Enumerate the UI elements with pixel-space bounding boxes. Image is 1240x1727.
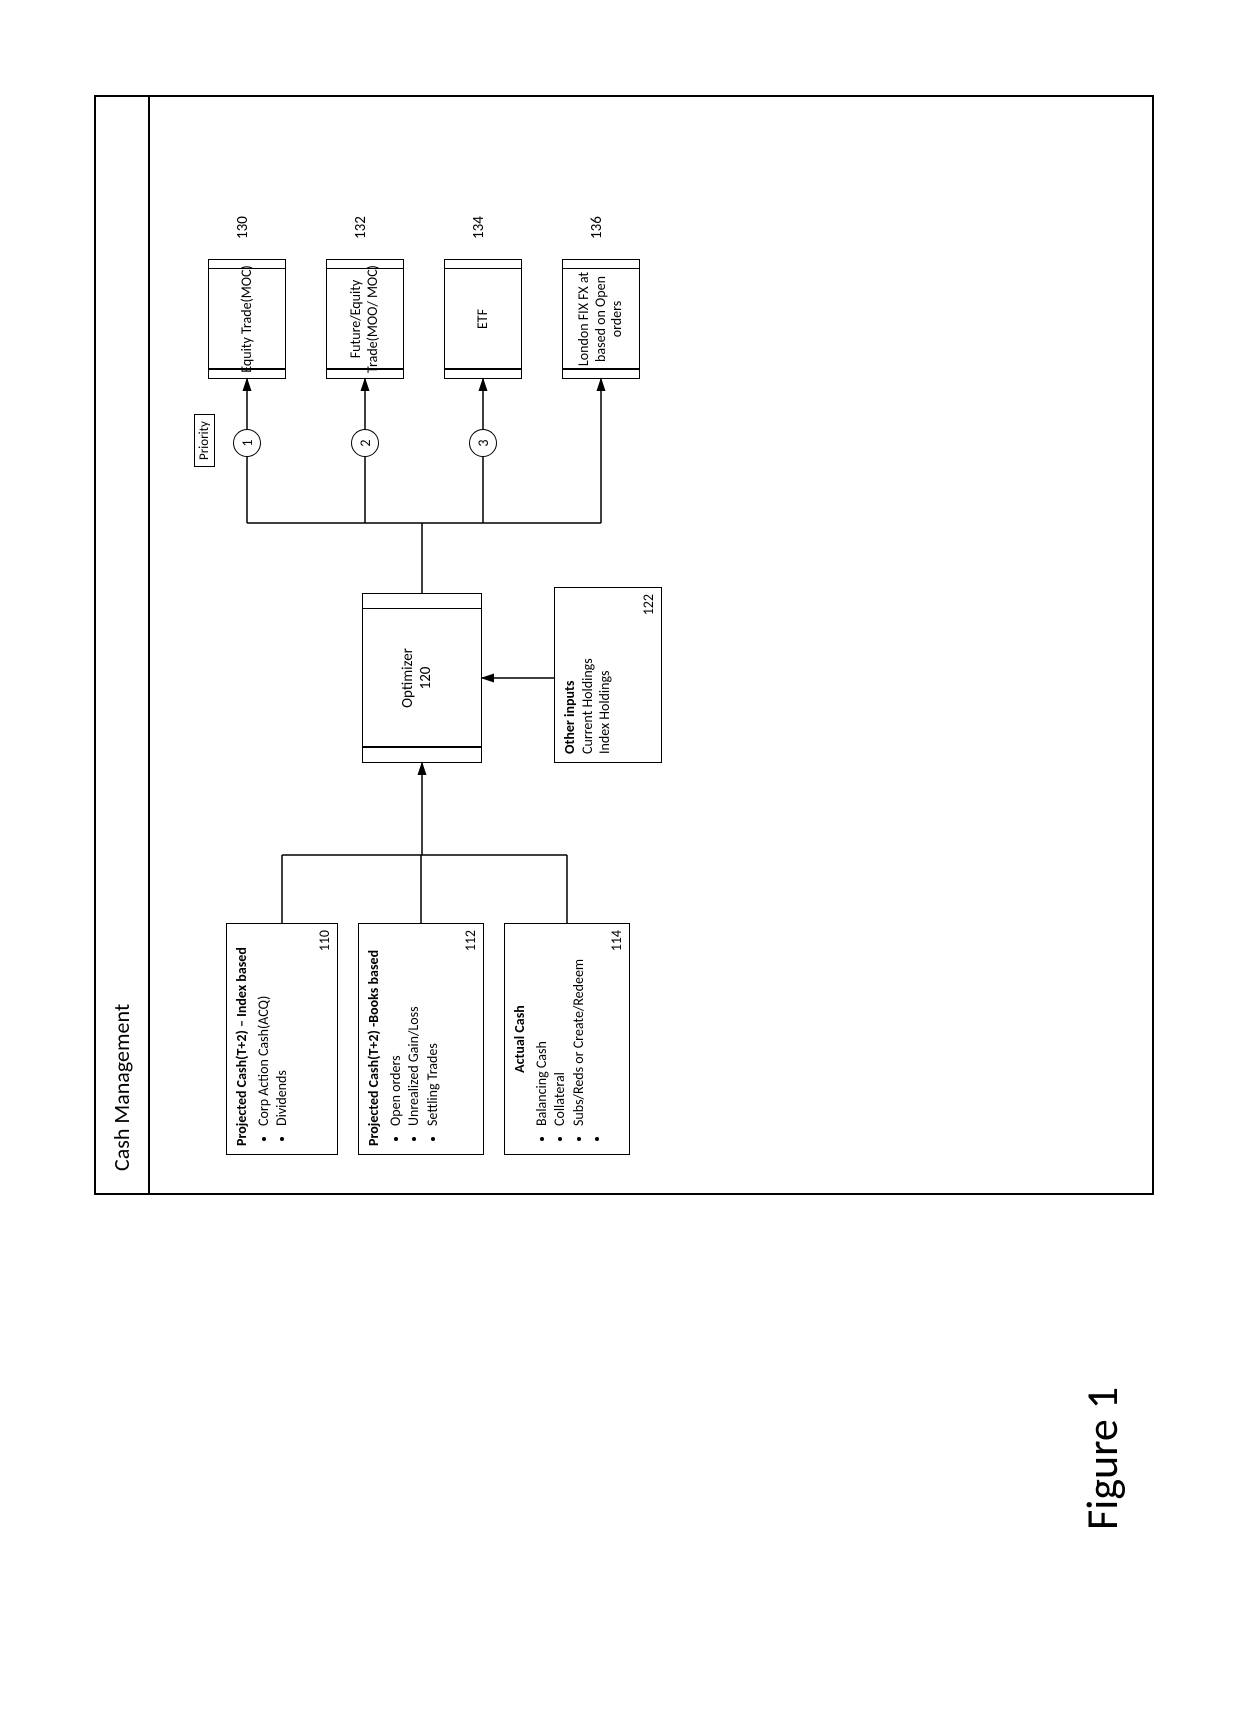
other-inputs-box: Other inputs Current Holdings Index Hold…: [554, 587, 662, 763]
input-114-list: Balancing Cash Collateral Subs/Reds or C…: [533, 932, 606, 1126]
priority-tag: Priority: [194, 414, 215, 467]
output-136: London FIX FX at based on Open orders: [562, 259, 640, 379]
list-item: Dividends: [273, 932, 291, 1126]
output-136-label: London FIX FX at based on Open orders: [576, 264, 626, 374]
input-box-112: Projected Cash(T+2) -Books based Open or…: [358, 923, 484, 1155]
list-item: Collateral: [551, 932, 569, 1126]
input-112-title: Projected Cash(T+2) -Books based: [365, 932, 383, 1146]
priority-circle-2: 2: [351, 429, 379, 457]
output-130: Equity Trade(MOC): [208, 259, 286, 379]
priority-circle-3: 3: [469, 429, 497, 457]
optimizer-ref: 120: [417, 594, 435, 762]
output-130-label: Equity Trade(MOC): [239, 265, 256, 373]
priority-circle-1: 1: [233, 429, 261, 457]
output-134-label: ETF: [475, 309, 492, 329]
output-134: ETF: [444, 259, 522, 379]
list-item: Unrealized Gain/Loss: [405, 932, 423, 1126]
figure-label: Figure 1: [1075, 1387, 1129, 1530]
ref-114: 114: [608, 930, 626, 951]
input-box-110: Projected Cash(T+2) – Index based Corp A…: [226, 923, 338, 1155]
input-110-list: Corp Action Cash(ACQ) Dividends: [255, 932, 291, 1126]
list-item: Subs/Reds or Create/Redeem: [570, 932, 588, 1126]
ref-110: 110: [316, 930, 334, 951]
output-132: Future/Equity Trade(MOO/ MOC): [326, 259, 404, 379]
list-item: [588, 932, 606, 1126]
list-item: Corp Action Cash(ACQ): [255, 932, 273, 1126]
ref-132: 132: [352, 216, 370, 239]
other-inputs-line1: Current Holdings: [579, 596, 597, 754]
input-114-title: Actual Cash: [511, 932, 529, 1146]
input-110-title: Projected Cash(T+2) – Index based: [233, 932, 251, 1146]
optimizer-box: Optimizer 120: [362, 593, 482, 763]
ref-136: 136: [588, 216, 606, 239]
input-112-list: Open orders Unrealized Gain/Loss Settlin…: [387, 932, 442, 1126]
input-box-114: Actual Cash Balancing Cash Collateral Su…: [504, 923, 630, 1155]
ref-112: 112: [462, 930, 480, 951]
optimizer-label: Optimizer: [399, 594, 417, 762]
diagram-content: Cash Management Projected Cash(T+2) – In…: [94, 95, 1154, 1195]
output-132-label: Future/Equity Trade(MOO/ MOC): [348, 264, 382, 374]
page-title: Cash Management: [94, 95, 150, 1195]
ref-134: 134: [470, 216, 488, 239]
ref-130: 130: [234, 216, 252, 239]
list-item: Settling Trades: [424, 932, 442, 1126]
ref-122: 122: [640, 594, 658, 615]
list-item: Balancing Cash: [533, 932, 551, 1126]
other-inputs-title: Other inputs: [561, 596, 579, 754]
other-inputs-line2: Index Holdings: [596, 596, 614, 754]
list-item: Open orders: [387, 932, 405, 1126]
